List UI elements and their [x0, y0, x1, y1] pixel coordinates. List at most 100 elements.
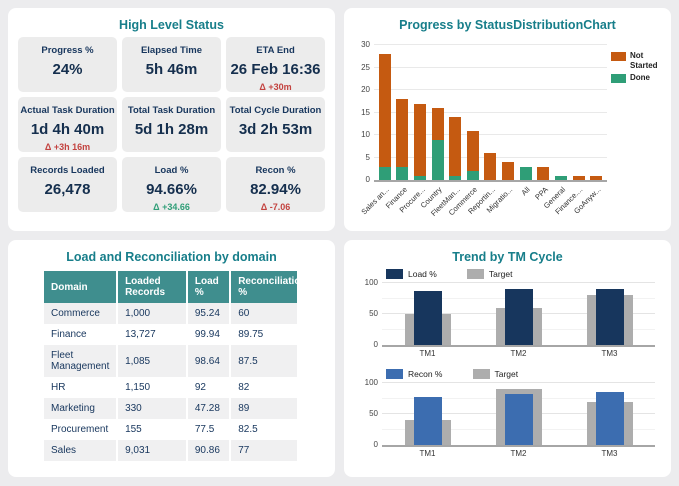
- done-segment[interactable]: [396, 166, 409, 180]
- legend-item[interactable]: Recon %: [386, 369, 443, 379]
- table-cell: 1,000: [117, 303, 188, 324]
- gridline: [374, 134, 607, 135]
- not-started-segment[interactable]: [396, 99, 409, 167]
- column-header: Load %: [186, 271, 232, 303]
- done-segment[interactable]: [466, 171, 479, 180]
- panel-trend-tm-cycle: Trend by TM Cycle Load % Target 0 50 100 TM1 T…: [344, 240, 671, 477]
- not-started-segment[interactable]: [572, 175, 585, 180]
- recon-trend-chart: Recon % Target 0 50 100 TM1 TM2 TM3: [360, 369, 655, 458]
- x-tick-label: TM3: [601, 449, 618, 458]
- done-segment[interactable]: [449, 175, 462, 180]
- stacked-bar[interactable]: [484, 153, 497, 180]
- bar-slot: [446, 45, 464, 180]
- stacked-bar[interactable]: [378, 54, 391, 180]
- done-segment[interactable]: [414, 175, 427, 180]
- measure-bar[interactable]: [413, 397, 442, 445]
- gridline: [374, 66, 607, 68]
- y-tick-label: 50: [369, 409, 378, 418]
- x-tick-label: TM1: [419, 449, 436, 458]
- plot-area: [382, 382, 655, 447]
- bars: [374, 45, 607, 180]
- legend-item[interactable]: Not Started: [611, 51, 661, 70]
- x-tick-label: All: [519, 185, 533, 198]
- bar-group: [404, 283, 451, 345]
- x-tick-label: TM3: [601, 349, 618, 358]
- metric-delta: Δ -7.06: [260, 202, 291, 212]
- table-row: Commerce 1,000 95.24 60: [44, 303, 299, 324]
- done-segment[interactable]: [378, 166, 391, 180]
- legend-swatch: [611, 52, 626, 61]
- done-segment[interactable]: [519, 166, 532, 180]
- y-tick-label: 100: [364, 278, 378, 287]
- y-tick-label: 15: [361, 107, 370, 117]
- metric-value: 5d 1h 28m: [134, 121, 209, 138]
- measure-bar[interactable]: [504, 394, 533, 445]
- legend-item[interactable]: Done: [611, 73, 661, 84]
- bar-slot: [534, 45, 552, 180]
- stacked-bar[interactable]: [502, 162, 515, 180]
- metric-delta: Δ +30m: [259, 82, 292, 92]
- bar-slot: [394, 45, 412, 180]
- legend-item[interactable]: Load %: [386, 269, 437, 279]
- metric-card: Elapsed Time 5h 46m: [122, 37, 221, 92]
- measure-bar[interactable]: [595, 391, 624, 445]
- not-started-segment[interactable]: [414, 103, 427, 176]
- table-row: Sales 9,031 90.86 77: [44, 440, 299, 461]
- not-started-segment[interactable]: [502, 162, 515, 180]
- legend-item[interactable]: Target: [466, 269, 512, 279]
- table-container: Domain Loaded Records Load % Reconciliation…: [18, 269, 325, 461]
- legend-swatch: [611, 74, 626, 84]
- table-cell: 99.94: [186, 324, 232, 345]
- table-cell: HR: [44, 377, 119, 398]
- stacked-bar[interactable]: [466, 130, 479, 180]
- table-cell: 89: [230, 398, 299, 419]
- y-tick-label: 30: [361, 40, 370, 49]
- column-header: Loaded Records: [117, 271, 188, 303]
- stacked-bar[interactable]: [590, 175, 603, 180]
- not-started-segment[interactable]: [484, 153, 497, 180]
- done-segment[interactable]: [554, 175, 567, 180]
- done-segment[interactable]: [431, 139, 444, 180]
- not-started-segment[interactable]: [449, 117, 462, 176]
- panel-title-load-recon: Load and Reconciliation by domain: [66, 250, 277, 264]
- bar-slot: [376, 45, 394, 180]
- bar-slot: [429, 45, 447, 180]
- table-cell: 1,085: [117, 345, 188, 377]
- legend-label: Not Started: [630, 51, 658, 70]
- stacked-bar[interactable]: [449, 117, 462, 180]
- legend-item[interactable]: Target: [472, 369, 519, 379]
- bar-slot: [499, 45, 517, 180]
- bar-slot: [570, 45, 588, 180]
- stacked-bar[interactable]: [414, 103, 427, 180]
- not-started-segment[interactable]: [378, 54, 391, 167]
- y-tick-label: 0: [365, 175, 370, 184]
- y-axis: 0 50 100: [360, 278, 382, 349]
- legend-label: Target: [494, 369, 519, 379]
- load-trend-chart: Load % Target 0 50 100 TM1 TM2 TM3: [360, 269, 655, 358]
- gridline: [374, 44, 607, 45]
- x-tick-label: TM1: [419, 349, 436, 358]
- stacked-bar[interactable]: [572, 175, 585, 180]
- measure-bar[interactable]: [413, 291, 442, 345]
- stacked-bar[interactable]: [537, 166, 550, 180]
- not-started-segment[interactable]: [466, 130, 479, 171]
- stacked-bar-chart: 0 5 10 15 20 25 30 Sales an... Finance Procure...…: [354, 37, 607, 218]
- not-started-segment[interactable]: [590, 175, 603, 180]
- measure-bar[interactable]: [595, 288, 624, 345]
- not-started-segment[interactable]: [431, 108, 444, 140]
- stacked-bar[interactable]: [431, 108, 444, 180]
- not-started-segment[interactable]: [537, 166, 550, 180]
- bar-slot: [587, 45, 605, 180]
- x-tick-label: TM2: [510, 449, 527, 458]
- stacked-bar[interactable]: [554, 175, 567, 180]
- metric-label: Records Loaded: [30, 165, 105, 176]
- legend-swatch: [466, 269, 484, 279]
- stacked-bar[interactable]: [396, 99, 409, 180]
- y-tick-label: 10: [361, 130, 370, 139]
- table-cell: Fleet Management: [44, 345, 119, 377]
- metric-card: Records Loaded 26,478: [18, 157, 117, 212]
- stacked-bar[interactable]: [519, 166, 532, 180]
- metric-cards-grid: Progress % 24% Elapsed Time 5h 46m ETA End 26…: [18, 37, 325, 212]
- chart-legend: Load % Target: [386, 269, 655, 279]
- measure-bar[interactable]: [504, 289, 533, 345]
